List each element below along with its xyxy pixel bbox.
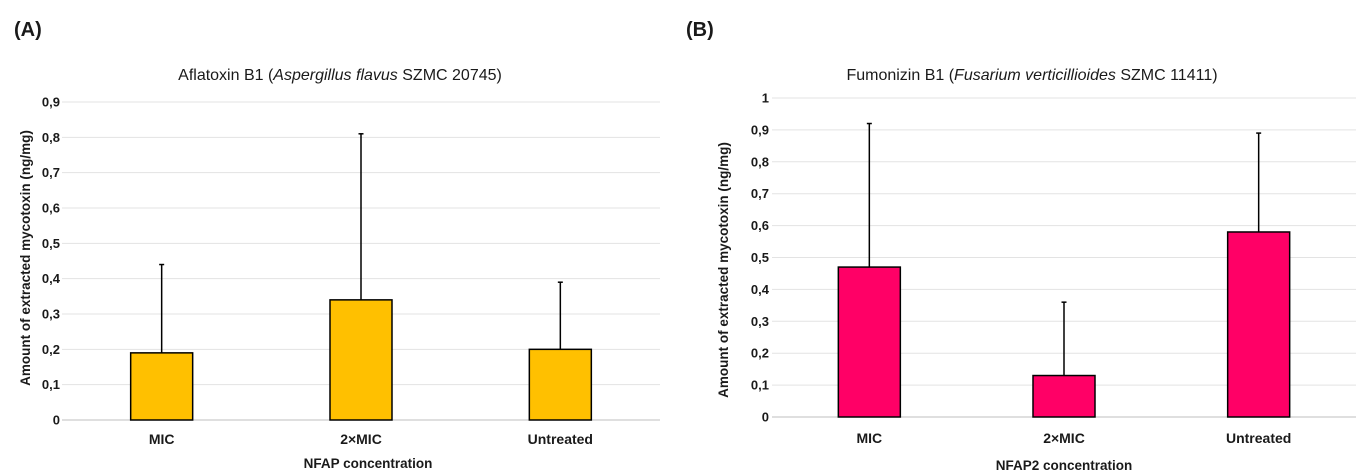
y-tick-b-2: 0,2	[751, 346, 769, 361]
y-tick-b-4: 0,4	[751, 282, 770, 297]
y-tick-b-0: 0	[762, 410, 769, 425]
bars-b	[837, 231, 1291, 418]
x-axis-label-b: NFAP2 concentration	[996, 458, 1133, 473]
title-part-b-1: Fusarium verticillioides	[954, 67, 1116, 84]
x-tick-labels-a: MIC 2×MIC Untreated	[149, 431, 593, 447]
y-tick-b-6: 0,6	[751, 218, 769, 233]
x-tick-a-1: 2×MIC	[340, 431, 382, 447]
y-tick-a-6: 0,6	[42, 201, 60, 216]
y-tick-a-2: 0,2	[42, 342, 60, 357]
title-part-a-0: Aflatoxin B1 (	[178, 67, 274, 84]
y-tick-b-10: 1	[762, 91, 769, 106]
x-tick-b-2: Untreated	[1226, 430, 1291, 446]
chart-panel-a: (A) Aflatoxin B1 (Aspergillus flavus SZM…	[14, 19, 660, 471]
title-part-b-0: Fumonizin B1 (	[846, 67, 954, 84]
bar-b-1	[1032, 374, 1096, 418]
bars-a	[129, 299, 593, 421]
y-tick-a-9: 0,9	[42, 95, 60, 110]
x-tick-labels-b: MIC 2×MIC Untreated	[856, 430, 1291, 446]
y-tick-b-5: 0,5	[751, 250, 769, 265]
y-tick-a-3: 0,3	[42, 307, 60, 322]
bar-a-2	[528, 348, 593, 421]
title-part-a-2: SZMC 20745)	[398, 67, 502, 84]
chart-title-b: Fumonizin B1 (Fusarium verticillioides S…	[846, 67, 1217, 84]
title-part-a-1: Aspergillus flavus	[272, 67, 398, 84]
y-tick-a-8: 0,8	[42, 130, 60, 145]
error-bars-b	[866, 122, 1262, 376]
y-axis-label-b: Amount of extracted mycotoxin (ng/mg)	[716, 142, 731, 398]
y-axis-label-a: Amount of extracted mycotoxin (ng/mg)	[18, 130, 33, 386]
y-tick-labels-b: 0 0,1 0,2 0,3 0,4 0,5 0,6 0,7 0,8 0,9 1	[751, 91, 770, 425]
x-tick-b-1: 2×MIC	[1043, 430, 1085, 446]
panel-label-b: (B)	[686, 19, 714, 41]
x-axis-label-a: NFAP concentration	[304, 456, 433, 471]
bar-a-0	[129, 352, 194, 421]
x-tick-b-0: MIC	[856, 430, 882, 446]
bar-b-0	[837, 266, 902, 418]
bar-b-2	[1226, 231, 1291, 418]
chart-title-a: Aflatoxin B1 (Aspergillus flavus SZMC 20…	[178, 67, 502, 84]
x-tick-a-2: Untreated	[528, 431, 593, 447]
y-tick-b-8: 0,8	[751, 154, 769, 169]
chart-panel-b: (B) Fumonizin B1 (Fusarium verticillioid…	[686, 19, 1356, 473]
y-tick-a-1: 0,1	[42, 377, 60, 392]
y-tick-b-3: 0,3	[751, 314, 769, 329]
x-tick-a-0: MIC	[149, 431, 175, 447]
bar-a-1	[329, 299, 393, 421]
y-tick-b-9: 0,9	[751, 122, 769, 137]
y-tick-a-5: 0,5	[42, 236, 60, 251]
panel-label-a: (A)	[14, 19, 42, 41]
title-part-b-2: SZMC 11411)	[1116, 67, 1218, 84]
error-bars-a	[159, 133, 563, 353]
y-tick-a-4: 0,4	[42, 271, 61, 286]
y-tick-labels-a: 0 0,1 0,2 0,3 0,4 0,5 0,6 0,7 0,8 0,9	[42, 95, 61, 428]
y-tick-a-7: 0,7	[42, 165, 60, 180]
y-tick-a-0: 0	[53, 413, 60, 428]
y-tick-b-1: 0,1	[751, 378, 769, 393]
y-tick-b-7: 0,7	[751, 186, 769, 201]
